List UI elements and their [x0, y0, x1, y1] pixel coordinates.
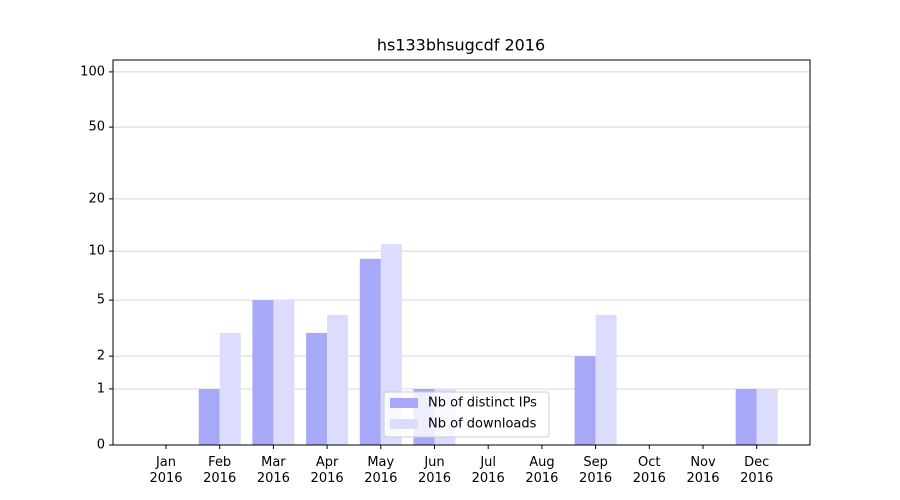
chart-title: hs133bhsugcdf 2016	[377, 36, 545, 55]
bar	[306, 332, 328, 445]
bar	[756, 388, 778, 445]
x-tick-label: Jul 2016	[472, 455, 505, 486]
bar	[327, 314, 349, 445]
plot-frame	[112, 59, 811, 446]
legend-swatch	[390, 398, 418, 408]
x-tick-label: May 2016	[364, 455, 397, 486]
x-tick-label: Jun 2016	[418, 455, 451, 486]
bar	[735, 388, 757, 445]
y-tick-label: 1	[97, 381, 105, 396]
bar	[359, 258, 381, 445]
bar	[574, 356, 596, 445]
x-tick-label: Apr 2016	[311, 455, 344, 486]
y-tick-label: 100	[80, 64, 105, 79]
legend-swatch	[390, 419, 418, 429]
bar	[273, 300, 295, 445]
y-tick-label: 0	[97, 438, 105, 453]
x-tick-label: Jan 2016	[149, 455, 182, 486]
bar	[219, 332, 241, 445]
y-tick-label: 2	[97, 349, 105, 364]
y-tick-label: 5	[97, 293, 105, 308]
x-tick-label: Aug 2016	[525, 455, 558, 486]
legend: Nb of distinct IPs Nb of downloads	[383, 391, 550, 438]
bar	[198, 388, 220, 445]
x-tick-label: Dec 2016	[740, 455, 773, 486]
x-tick-label: Nov 2016	[686, 455, 719, 486]
x-tick-label: Feb 2016	[203, 455, 236, 486]
bar	[252, 300, 274, 445]
legend-box	[383, 391, 550, 438]
y-tick-label: 50	[88, 120, 105, 135]
x-tick-label: Sep 2016	[579, 455, 612, 486]
y-tick-label: 10	[88, 244, 105, 259]
x-tick-label: Mar 2016	[257, 455, 290, 486]
legend-label: Nb of downloads	[428, 417, 537, 432]
bar	[595, 314, 617, 445]
legend-label: Nb of distinct IPs	[428, 396, 537, 411]
x-tick-label: Oct 2016	[633, 455, 666, 486]
y-tick-label: 20	[88, 191, 105, 206]
